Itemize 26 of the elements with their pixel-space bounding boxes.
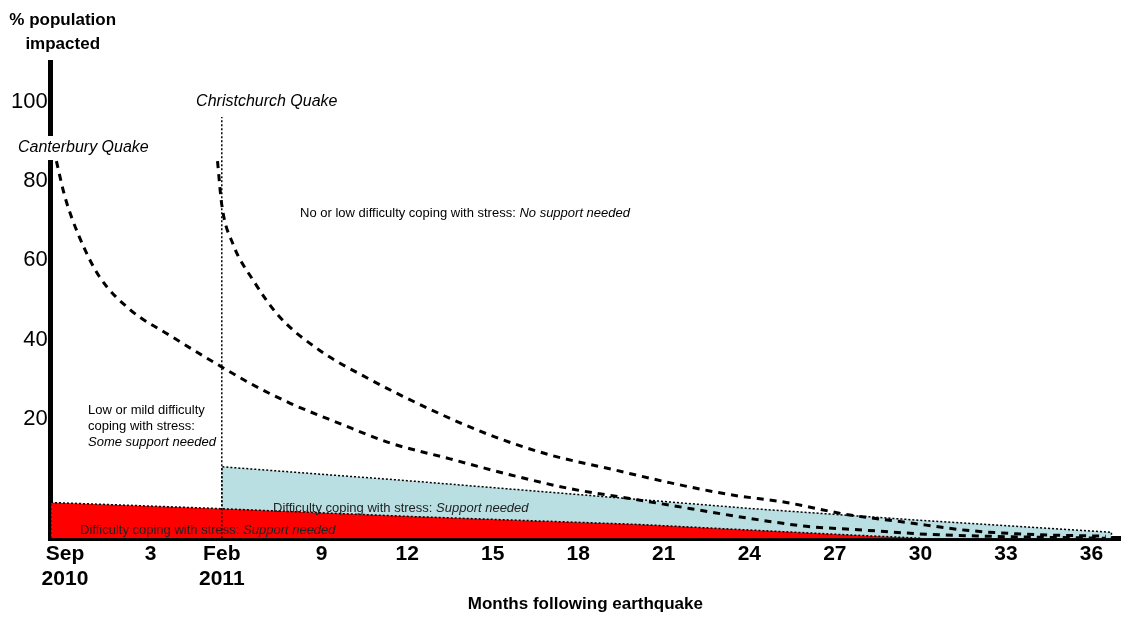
x-tick-label: 15 [481, 540, 505, 564]
x-tick-label: 30 [908, 540, 933, 564]
annotation: No or low difficulty coping with stress: No support needed [300, 204, 631, 220]
y-axis-title: % population impacted [9, 9, 117, 53]
x-tick-label: 36 [1079, 540, 1104, 564]
y-tick-label: 40 [23, 325, 48, 351]
x-tick-label: 24 [737, 540, 762, 564]
x-tick-label: 9 [315, 540, 328, 564]
x-tick-label: 18 [566, 540, 591, 564]
x-tick-label: 27 [823, 540, 847, 564]
annotation: Difficulty coping with stress: Support needed [273, 499, 530, 515]
annotation: Low or mild difficulty coping with stress: Some support needed [88, 401, 217, 449]
y-tick-label: 80 [23, 167, 48, 193]
x-tick-label: 12 [395, 540, 419, 564]
x-tick-label: Feb 2011 [199, 540, 245, 589]
x-axis-title: Months following earthquake [467, 594, 703, 614]
y-tick-label: 20 [23, 405, 48, 431]
x-tick-label: 21 [652, 540, 676, 564]
y-tick-label: 60 [23, 246, 48, 272]
x-tick-label: 33 [994, 540, 1018, 564]
annotation: Difficulty coping with stress: Support needed [80, 521, 337, 537]
y-tick-label: 100 [10, 87, 48, 113]
ref-line-label: Christchurch Quake [196, 92, 338, 110]
annotation: Canterbury Quake [18, 138, 149, 156]
x-tick-label: Sep 2010 [41, 540, 89, 589]
x-tick-label: 3 [144, 540, 157, 564]
